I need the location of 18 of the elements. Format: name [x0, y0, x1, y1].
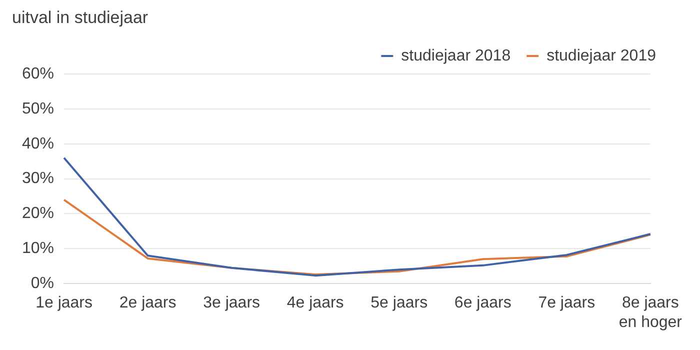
x-tick-label: 1e jaars — [36, 294, 92, 312]
x-tick-label: 3e jaars — [203, 294, 260, 312]
y-tick-label: 10% — [22, 240, 54, 258]
chart-title: uitval in studiejaar — [12, 8, 148, 28]
legend-label: studiejaar 2018 — [401, 47, 511, 64]
x-tick-label: 6e jaars — [454, 294, 512, 312]
x-tick-label: 2e jaars — [119, 294, 176, 312]
x-tick-label: 7e jaars — [538, 294, 596, 312]
x-tick-label: 8e jaars en hoger — [618, 294, 683, 331]
y-tick-label: 30% — [22, 170, 54, 188]
y-tick-label: 40% — [22, 135, 54, 152]
y-tick-label: 20% — [22, 205, 54, 222]
y-tick-label: 50% — [22, 100, 54, 118]
x-tick-label: 5e jaars — [370, 294, 428, 312]
x-tick-label: 4e jaars — [286, 294, 344, 312]
legend-label: studiejaar 2019 — [546, 47, 656, 64]
y-tick-label: 60% — [22, 65, 54, 82]
y-tick-label: 0% — [30, 275, 54, 292]
